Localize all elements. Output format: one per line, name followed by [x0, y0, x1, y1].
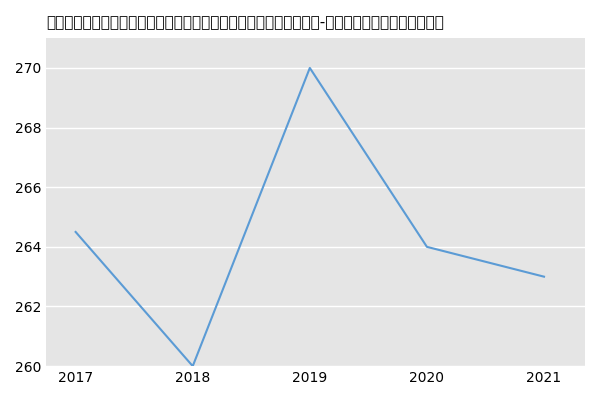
Text: 太原理工大学新材料界面科学与工程教育部重点实验室材料与化工（-历年复试）研究生录取分数线: 太原理工大学新材料界面科学与工程教育部重点实验室材料与化工（-历年复试）研究生录…	[46, 15, 444, 30]
